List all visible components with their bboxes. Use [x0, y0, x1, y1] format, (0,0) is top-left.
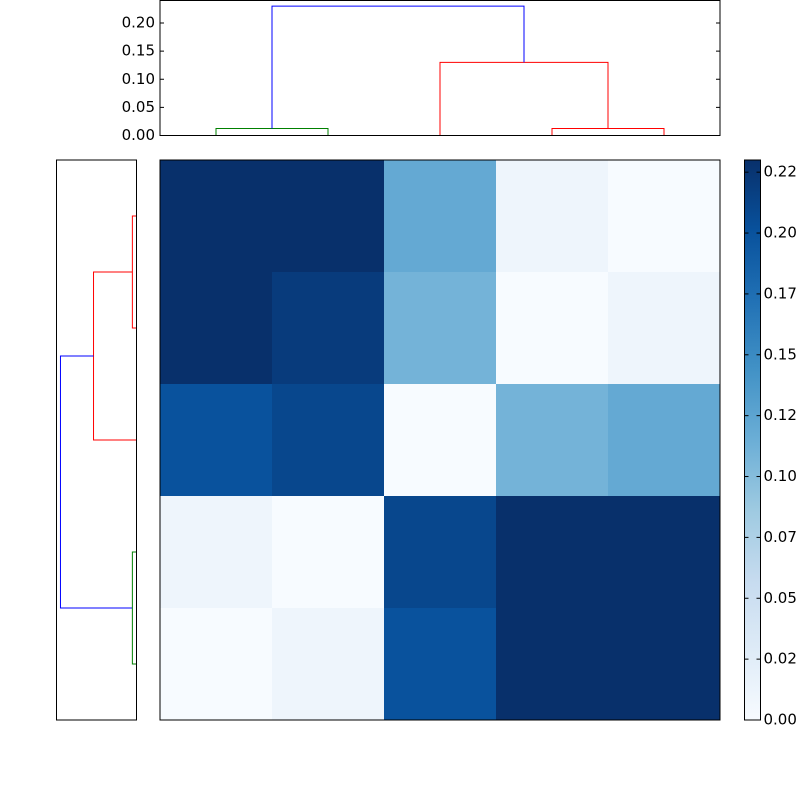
dendrogram-link [215, 127, 329, 136]
heatmap-cell [384, 160, 497, 273]
dendrogram-link [93, 271, 137, 441]
dendrogram-link [131, 551, 137, 665]
heatmap-cell [384, 384, 497, 497]
heatmap-cell [496, 160, 609, 273]
heatmap-cell [384, 496, 497, 609]
heatmap-cell [608, 384, 721, 497]
dendrogram-top: 0.00 0.05 0.10 0.15 0.20 [122, 0, 721, 144]
heatmap-cell [272, 272, 385, 385]
heatmap-cell [272, 496, 385, 609]
y-tick-label: 0.20 [122, 14, 155, 32]
heatmap-cell [384, 272, 497, 385]
heatmap-cell [608, 608, 721, 721]
heatmap [159, 159, 721, 721]
heatmap-cell [496, 608, 609, 721]
colorbar-tick-label: 0.00 [764, 711, 797, 729]
heatmap-cell [272, 384, 385, 497]
heatmap-cell [384, 608, 497, 721]
colorbar-tick-label: 0.05 [764, 589, 797, 607]
colorbar-gradient [744, 159, 761, 721]
heatmap-cell [272, 608, 385, 721]
heatmap-cell [160, 272, 273, 385]
dendrogram-link [131, 215, 137, 329]
colorbar-tick-label: 0.02 [764, 650, 797, 668]
colorbar: 0.00 0.02 0.05 0.07 0.10 0.12 0.15 0.17 0.20 0.22 [744, 159, 797, 729]
heatmap-cell [160, 496, 273, 609]
colorbar-tick-label: 0.17 [764, 284, 797, 302]
axes-frame [159, 0, 721, 136]
y-tick-label: 0.10 [122, 70, 155, 88]
dendrogram-link [551, 127, 665, 136]
heatmap-cell [496, 384, 609, 497]
y-tick-label: 0.00 [122, 126, 155, 144]
axes-frame [56, 159, 137, 721]
dendrogram-left [56, 159, 137, 721]
heatmap-cell [608, 272, 721, 385]
colorbar-tick-label: 0.12 [764, 406, 797, 424]
colorbar-tick-label: 0.10 [764, 467, 797, 485]
heatmap-cell [272, 160, 385, 273]
heatmap-cell [160, 608, 273, 721]
colorbar-tick-label: 0.07 [764, 528, 797, 546]
dendrogram-link [439, 61, 609, 136]
axes-frame [159, 159, 721, 721]
dendrogram-link [59, 355, 133, 609]
heatmap-cell [608, 160, 721, 273]
heatmap-cell [496, 496, 609, 609]
dendrogram-link [271, 5, 525, 129]
colorbar-tick-label: 0.22 [764, 163, 797, 181]
colorbar-tick-label: 0.20 [764, 224, 797, 242]
y-tick-label: 0.05 [122, 98, 155, 116]
heatmap-cell [608, 496, 721, 609]
colorbar-tick-label: 0.15 [764, 345, 797, 363]
y-tick-label: 0.15 [122, 42, 155, 60]
heatmap-cell [160, 160, 273, 273]
heatmap-cell [496, 272, 609, 385]
heatmap-cell [160, 384, 273, 497]
